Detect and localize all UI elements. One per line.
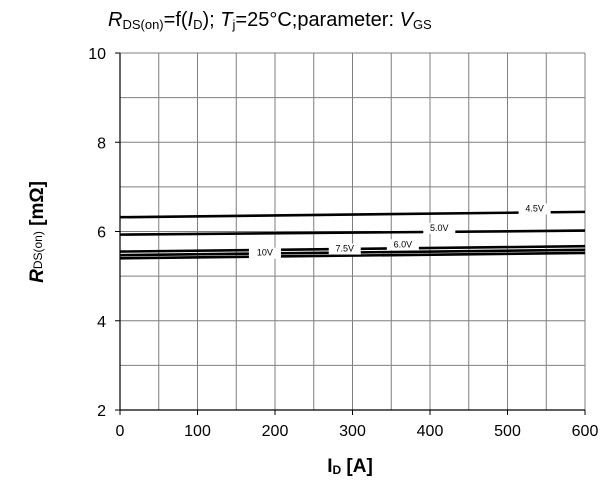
x-tick-label: 200 [262, 423, 289, 440]
series-label: 6.0V [394, 239, 413, 249]
axes [115, 52, 586, 415]
series-label: 4.5V [525, 203, 544, 213]
x-axis-label-unit: [A] [341, 456, 373, 477]
y-tick-label: 4 [97, 314, 106, 331]
series-label-bg [386, 239, 419, 251]
series-line-4-5v [119, 210, 586, 219]
y-tick-label: 8 [97, 135, 106, 152]
x-axis-label: ID [A] [327, 456, 373, 477]
title-t: T [220, 9, 234, 31]
x-tick-label: 500 [494, 423, 521, 440]
series-label-bg [328, 243, 361, 255]
svg-text:RDS(on)=f(ID); Tj=25°C;paramet: RDS(on)=f(ID); Tj=25°C;parameter: VGS [108, 9, 432, 32]
y-tick-label: 6 [97, 225, 106, 242]
x-tick-label: 300 [339, 423, 366, 440]
title-t-sub: j [232, 17, 236, 32]
y-axis-label-unit: [mΩ] [27, 181, 48, 231]
series-line-5-0v [119, 229, 586, 236]
title-r-sub: DS(on) [122, 17, 163, 32]
title-i: I [188, 9, 194, 31]
y-tick-labels: 2 4 6 8 10 [88, 46, 106, 420]
title-cond: =25°C;parameter: [235, 9, 399, 31]
series-label: 5.0V [430, 223, 449, 233]
y-tick-label: 10 [88, 46, 106, 63]
chart-title: RDS(on)=f(ID); Tj=25°C;parameter: VGS [108, 9, 432, 32]
y-axis-label-sub: DS(on) [31, 231, 45, 269]
series-labels: 4.5V 5.0V 6.0V 7.5V 10V [248, 203, 551, 259]
series-line-10v [119, 251, 586, 260]
x-tick-label: 600 [572, 423, 599, 440]
x-tick-label: 0 [116, 423, 125, 440]
y-axis-label-main: R [27, 269, 48, 283]
y-tick-label: 2 [97, 403, 106, 420]
y-axis-label: RDS(on) [mΩ] [27, 181, 48, 283]
title-r: R [108, 9, 122, 31]
series-label: 10V [257, 248, 273, 258]
series-label-bg [248, 247, 281, 259]
title-mid: ); [203, 9, 221, 31]
series-label: 7.5V [335, 244, 354, 254]
title-eq: =f( [164, 9, 188, 31]
x-tick-labels: 0 100 200 300 400 500 600 [116, 423, 599, 440]
x-axis-label-main: I [327, 456, 332, 477]
x-axis-label-sub: D [332, 463, 341, 477]
title-v: V [400, 9, 415, 31]
title-i-sub: D [193, 17, 202, 32]
series-label-bg [518, 203, 551, 215]
series-label-bg [423, 222, 456, 234]
title-v-sub: GS [413, 17, 432, 32]
x-tick-label: 100 [184, 423, 211, 440]
x-tick-label: 400 [417, 423, 444, 440]
